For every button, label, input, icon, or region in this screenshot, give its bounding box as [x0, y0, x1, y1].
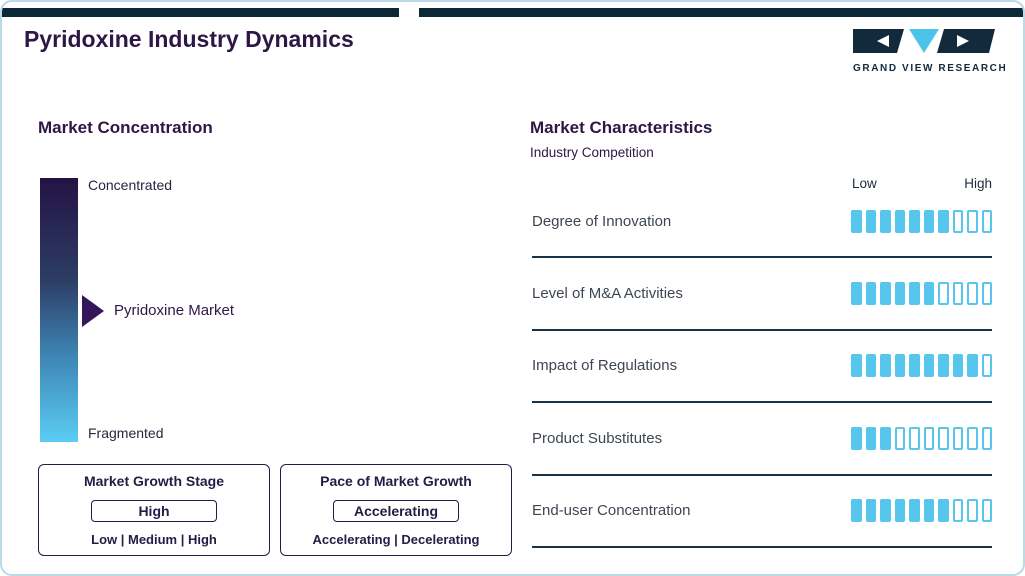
rating-segment [923, 499, 934, 523]
row-label: Level of M&A Activities [532, 285, 683, 303]
section-title-market-concentration: Market Concentration [38, 118, 213, 137]
rating-segment [880, 282, 891, 306]
rating-segment [851, 499, 862, 523]
rating-segment [923, 209, 934, 233]
growth-stage-value-badge: High [91, 499, 217, 522]
rating-segment [894, 426, 905, 450]
brand-logo-text: GRAND VIEW RESEARCH [853, 63, 1008, 74]
page-title: Pyridoxine Industry Dynamics [24, 26, 354, 52]
rating-segment [923, 426, 934, 450]
rating-segment [981, 282, 992, 306]
rating-segment [865, 499, 876, 523]
characteristics-table: Degree of Innovation Level of M&A Activi… [532, 186, 992, 548]
rating-segment [981, 209, 992, 233]
rating-segment [952, 282, 963, 306]
rating-segment [894, 282, 905, 306]
rating-segment [909, 209, 920, 233]
scale-label-low: Low [852, 176, 877, 191]
rating-segment [894, 209, 905, 233]
top-accent-bar [2, 8, 1023, 17]
rating-segment [851, 426, 862, 450]
scale-label-concentrated: Concentrated [88, 177, 173, 193]
rating-segment [952, 426, 963, 450]
row-label: Degree of Innovation [532, 212, 672, 230]
rating-scale-header: Low High [852, 176, 992, 191]
concentration-gradient-scale [40, 178, 78, 442]
characteristic-row: Impact of Regulations [532, 331, 992, 404]
rating-bar [851, 282, 992, 306]
rating-segment [938, 354, 949, 378]
row-label: Impact of Regulations [532, 357, 678, 375]
rating-segment [909, 426, 920, 450]
rating-bar [851, 499, 992, 523]
rating-bar [851, 209, 992, 233]
rating-segment [909, 499, 920, 523]
pace-value-badge: Accelerating [333, 499, 459, 522]
rating-segment [981, 354, 992, 378]
rating-segment [981, 499, 992, 523]
section-title-market-characteristics: Market Characteristics [530, 118, 713, 137]
rating-segment [909, 282, 920, 306]
market-position-label: Pyridoxine Market [114, 302, 235, 319]
characteristic-row: Level of M&A Activities [532, 258, 992, 331]
rating-segment [851, 209, 862, 233]
rating-segment [894, 354, 905, 378]
rating-segment [967, 426, 978, 450]
pace-of-market-growth-box: Pace of Market Growth Accelerating Accel… [280, 464, 512, 556]
row-label: End-user Concentration [532, 502, 691, 520]
rating-segment [909, 354, 920, 378]
rating-segment [880, 209, 891, 233]
growth-stage-options: Low | Medium | High [91, 532, 217, 547]
scale-label-high: High [964, 176, 992, 191]
rating-segment [923, 354, 934, 378]
grand-view-research-logo-icon [853, 29, 995, 53]
rating-segment [865, 426, 876, 450]
rating-segment [851, 354, 862, 378]
pace-options: Accelerating | Decelerating [312, 532, 480, 547]
market-growth-stage-box: Market Growth Stage High Low | Medium | … [38, 464, 270, 556]
subheading-industry-competition: Industry Competition [530, 145, 654, 160]
rating-segment [967, 499, 978, 523]
rating-segment [967, 209, 978, 233]
rating-segment [880, 499, 891, 523]
growth-stage-title: Market Growth Stage [83, 473, 225, 489]
rating-segment [938, 426, 949, 450]
characteristic-row: Product Substitutes [532, 403, 992, 476]
rating-segment [880, 426, 891, 450]
rating-segment [967, 354, 978, 378]
row-label: Product Substitutes [532, 429, 663, 447]
top-bar-gap [399, 8, 419, 17]
rating-segment [952, 499, 963, 523]
rating-segment [880, 354, 891, 378]
top-bar-segment-right [419, 8, 1023, 17]
scale-label-fragmented: Fragmented [88, 425, 164, 441]
rating-segment [938, 209, 949, 233]
rating-segment [981, 426, 992, 450]
characteristic-row: Degree of Innovation [532, 186, 992, 259]
rating-segment [952, 209, 963, 233]
market-position-arrow-icon [82, 295, 104, 327]
characteristic-row: End-user Concentration [532, 476, 992, 548]
rating-segment [894, 499, 905, 523]
rating-segment [938, 282, 949, 306]
top-bar-segment-left [2, 8, 399, 17]
brand-logo: GRAND VIEW RESEARCH [853, 28, 1008, 74]
rating-bar [851, 354, 992, 378]
pace-title: Pace of Market Growth [320, 473, 472, 489]
rating-segment [952, 354, 963, 378]
rating-segment [865, 209, 876, 233]
rating-segment [851, 282, 862, 306]
rating-segment [865, 354, 876, 378]
rating-segment [865, 282, 876, 306]
rating-segment [967, 282, 978, 306]
rating-bar [851, 426, 992, 450]
rating-segment [923, 282, 934, 306]
rating-segment [938, 499, 949, 523]
